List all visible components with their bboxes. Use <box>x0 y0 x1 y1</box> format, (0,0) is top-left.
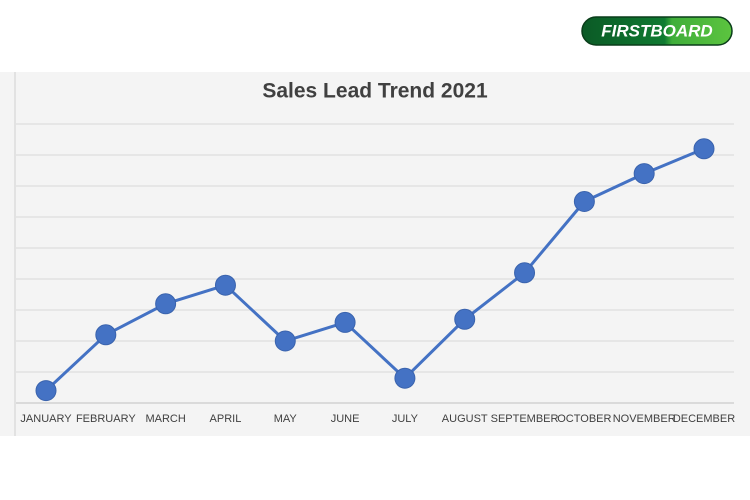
x-tick-label: SEPTEMBER <box>491 413 559 425</box>
chart-title: Sales Lead Trend 2021 <box>262 80 488 103</box>
marker <box>334 311 356 333</box>
marker <box>454 308 476 330</box>
marker <box>214 274 236 296</box>
marker <box>573 191 595 212</box>
marker <box>155 293 177 315</box>
x-tick-label: DECEMBER <box>673 413 735 425</box>
x-tick-label: AUGUST <box>442 413 488 425</box>
logo: FIRSTBOARD <box>601 21 712 40</box>
x-tick-label: NOVEMBER <box>613 413 676 425</box>
logo-badge <box>581 16 733 46</box>
marker <box>514 262 536 284</box>
marker <box>693 138 715 160</box>
marker <box>95 324 117 346</box>
chart-area <box>0 72 750 436</box>
marker <box>274 330 296 352</box>
x-tick-label: JUNE <box>331 413 360 425</box>
x-tick-label: FEBRUARY <box>76 413 136 425</box>
x-tick-label: APRIL <box>210 413 242 425</box>
x-tick-label: MARCH <box>145 413 185 425</box>
marker <box>633 163 655 185</box>
marker <box>394 367 416 389</box>
x-tick-label: JANUARY <box>20 413 72 425</box>
x-tick-label: OCTOBER <box>557 413 611 425</box>
line <box>44 147 705 392</box>
x-tick-label: MAY <box>274 413 298 425</box>
marker <box>35 380 57 402</box>
x-tick-label: JULY <box>392 413 419 425</box>
